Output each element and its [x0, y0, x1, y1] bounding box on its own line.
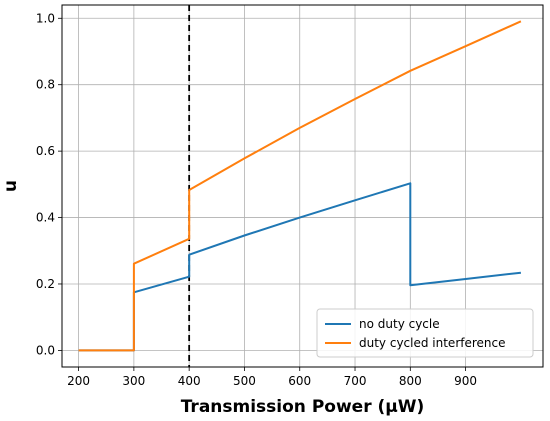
- y-tick-label: 0.4: [36, 211, 55, 225]
- series-line-1: [78, 20, 522, 352]
- plot-frame: [61, 4, 544, 368]
- x-tick-label: 900: [454, 374, 477, 388]
- x-tick-label: 800: [399, 374, 422, 388]
- y-tick-label: 0.0: [36, 343, 55, 357]
- legend-box: [316, 308, 534, 358]
- x-tick-label: 600: [288, 374, 311, 388]
- y-tick-label: 1.0: [36, 11, 55, 25]
- x-tick-label: 200: [67, 374, 90, 388]
- x-tick-label: 300: [122, 374, 145, 388]
- x-axis-label: Transmission Power (μW): [181, 397, 425, 417]
- x-tick-label: 700: [344, 374, 367, 388]
- y-tick-label: 0.2: [36, 277, 55, 291]
- y-tick-label: 0.8: [36, 78, 55, 92]
- y-tick-label: 0.6: [36, 144, 55, 158]
- x-axis-ticks: 200 300 400 500 600 700 800 900: [67, 367, 477, 388]
- series-lines: [78, 20, 522, 352]
- x-tick-label: 500: [233, 374, 256, 388]
- legend-label: duty cycled interference: [359, 336, 506, 350]
- legend-label: no duty cycle: [359, 317, 440, 331]
- grid-lines: [62, 5, 543, 367]
- y-axis-label: u: [1, 180, 21, 192]
- y-axis-ticks: 0.0 0.2 0.4 0.6 0.8 1.0: [36, 11, 62, 357]
- x-tick-label: 400: [178, 374, 201, 388]
- legend: no duty cycle duty cycled interference: [316, 308, 534, 358]
